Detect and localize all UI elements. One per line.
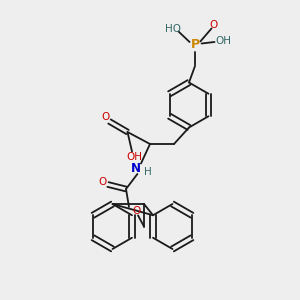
Text: O: O bbox=[98, 177, 106, 188]
Text: P: P bbox=[190, 38, 200, 52]
Text: OH: OH bbox=[215, 36, 232, 46]
Text: HO: HO bbox=[165, 23, 182, 34]
Text: O: O bbox=[132, 206, 141, 217]
Text: O: O bbox=[209, 20, 218, 31]
Text: OH: OH bbox=[126, 152, 142, 163]
Text: O: O bbox=[101, 112, 109, 122]
Text: N: N bbox=[130, 162, 141, 176]
Text: H: H bbox=[144, 167, 152, 177]
